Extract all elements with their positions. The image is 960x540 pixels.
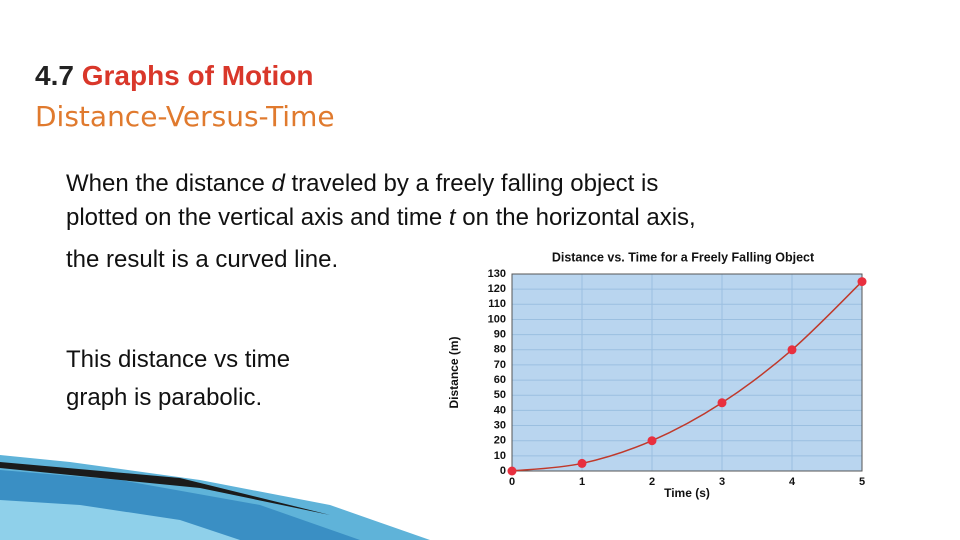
x-tick-label: 3 — [719, 476, 725, 488]
data-point — [787, 345, 797, 355]
y-tick-label: 130 — [488, 268, 506, 280]
y-tick-label: 40 — [494, 404, 506, 416]
y-tick-label: 80 — [494, 344, 506, 356]
y-tick-label: 60 — [494, 374, 506, 386]
chart-title: Distance vs. Time for a Freely Falling O… — [552, 250, 815, 264]
data-point — [577, 458, 587, 468]
x-tick-label: 2 — [649, 476, 655, 488]
title: Graphs of Motion — [81, 60, 314, 91]
y-tick-label: 110 — [488, 298, 506, 310]
y-tick-label: 90 — [494, 329, 506, 341]
y-tick-label: 100 — [488, 313, 506, 325]
x-tick-label: 5 — [859, 476, 865, 488]
text-line: graph is parabolic. — [66, 384, 263, 411]
text-run: d — [271, 170, 285, 197]
y-tick-label: 20 — [494, 435, 506, 447]
plot-area — [511, 273, 863, 472]
x-tick-label: 0 — [509, 476, 515, 488]
y-tick-label: 120 — [488, 283, 506, 295]
subtitle: Distance-Versus-Time — [35, 100, 335, 133]
text-run: traveled by a freely falling object is — [284, 170, 659, 197]
text-run: t — [448, 204, 456, 231]
x-tick-label: 1 — [579, 476, 585, 488]
x-tick-label: 4 — [789, 476, 796, 488]
y-axis-label: Distance (m) — [447, 336, 461, 408]
text-run: the result is a curved line. — [66, 246, 339, 273]
plot-frame — [511, 273, 863, 472]
y-tick-label: 0 — [500, 465, 506, 477]
y-tick-label: 10 — [494, 450, 506, 462]
text-line: plotted on the vertical axis and time t … — [66, 204, 696, 232]
y-tick-label: 50 — [494, 389, 506, 401]
y-tick-label: 70 — [494, 359, 506, 371]
text-run: plotted on the vertical axis and time — [66, 204, 449, 231]
data-point — [507, 466, 517, 476]
section-number: 4.7 — [35, 60, 74, 91]
heading: 4.7 Graphs of Motion — [35, 60, 313, 92]
text-line: When the distance d traveled by a freely… — [66, 170, 658, 198]
y-tick-label: 30 — [494, 419, 506, 431]
text-run: on the horizontal axis, — [455, 204, 696, 231]
data-point — [647, 436, 657, 446]
text-line: This distance vs time — [66, 346, 291, 373]
data-point — [717, 398, 727, 408]
decoration — [0, 455, 430, 540]
x-axis-label: Time (s) — [664, 486, 710, 500]
text-run: When the distance — [66, 170, 272, 197]
text-line: the result is a curved line. — [66, 246, 338, 274]
data-point — [857, 277, 867, 287]
